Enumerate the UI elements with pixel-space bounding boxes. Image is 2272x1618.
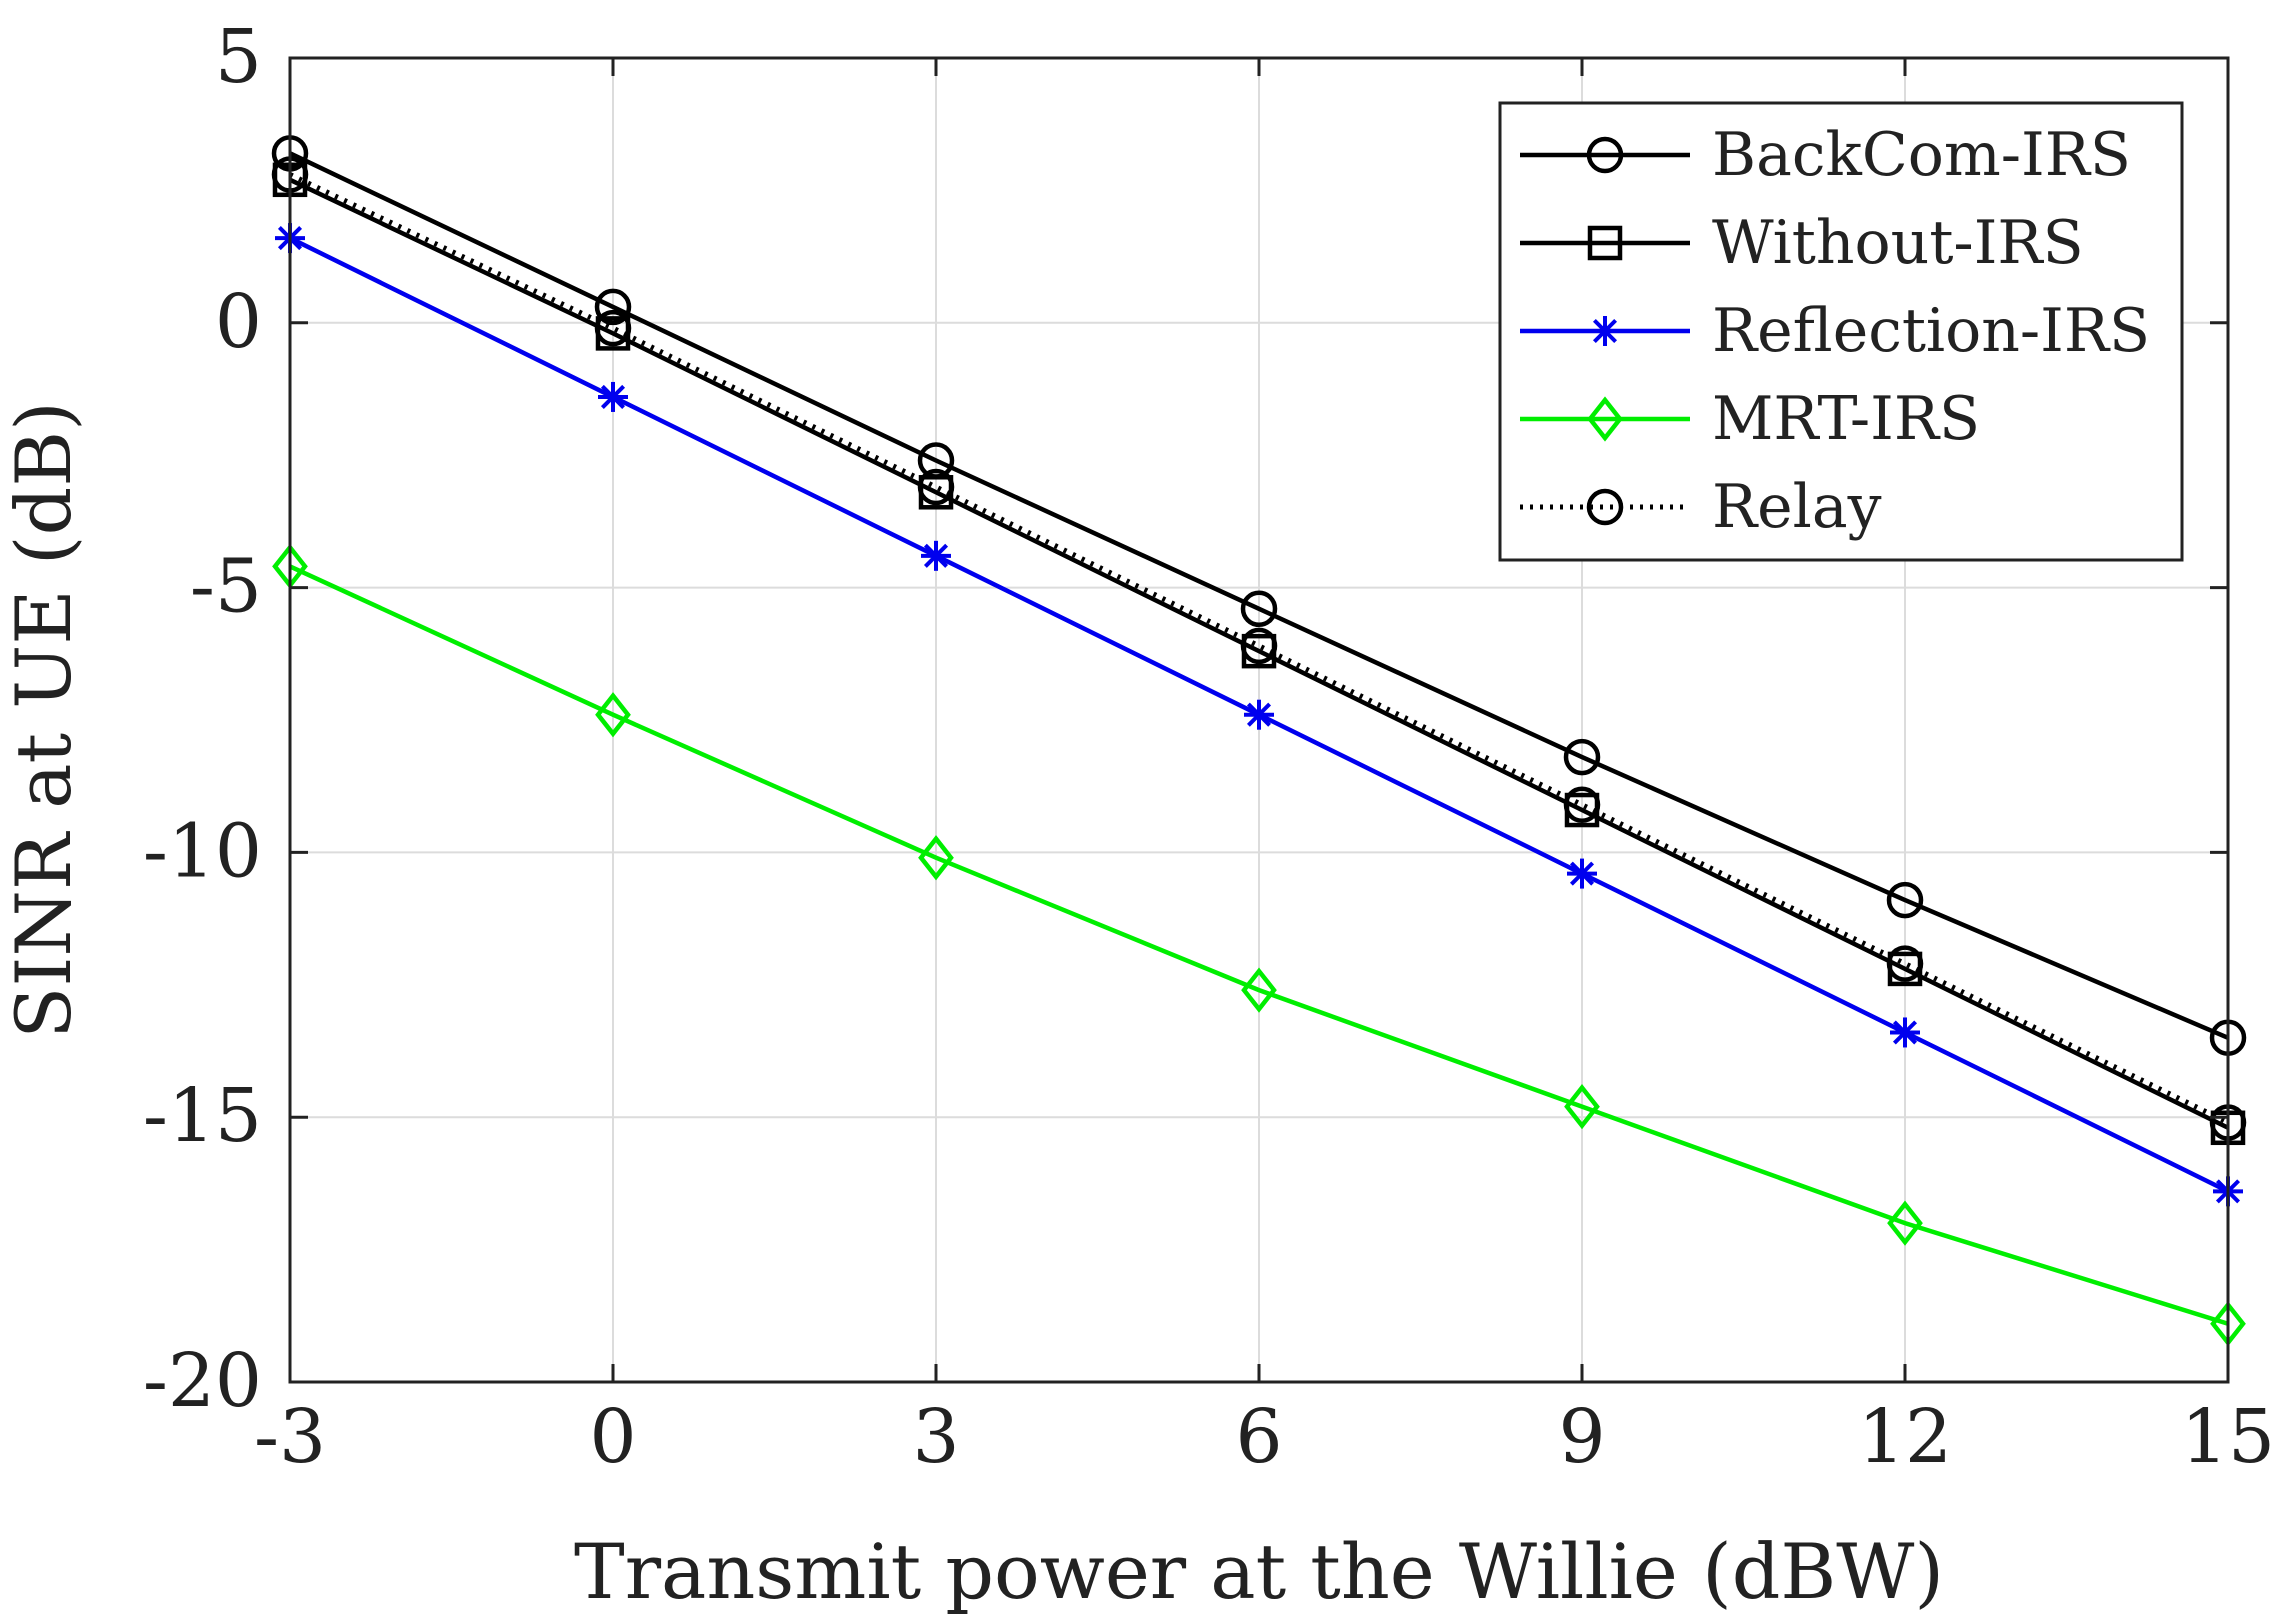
legend-marker-reflection-irs [1590,316,1620,346]
legend-item-relay: Relay [1520,472,1882,542]
legend-item-reflection-irs: Reflection-IRS [1520,296,2150,366]
asterisk-stroke [600,384,626,409]
y-tick-label: -15 [143,1073,262,1159]
x-tick-label: 6 [1235,1394,1282,1480]
data-point-relay [917,468,955,506]
legend-item-backcom-irs: BackCom-IRS [1520,120,2131,190]
data-point-backcom-irs [1886,881,1924,919]
x-tick-label: -3 [254,1394,326,1480]
series-line-without-irs [289,177,2229,1130]
x-tick-label: 15 [2181,1394,2272,1480]
legend-marker-relay [1586,488,1624,526]
series-backcom-irs [271,135,2247,1057]
legend-marker-mrt-irs [1587,396,1623,442]
legend-marker-without-irs [1587,225,1623,261]
y-axis-label: SINR at UE (dB) [0,401,88,1038]
data-point-relay [1240,627,1278,665]
data-point-mrt-irs [1564,1083,1600,1130]
y-tick-label: -20 [143,1338,262,1424]
legend-label-reflection-irs: Reflection-IRS [1712,296,2150,366]
data-point-relay [594,309,632,347]
legend-label-without-irs: Without-IRS [1712,208,2084,278]
asterisk-stroke [1246,702,1272,727]
asterisk-stroke [1592,318,1618,344]
data-point-backcom-irs [1563,738,1601,776]
legend-marker-backcom-irs [1586,136,1624,174]
data-point-reflection-irs [1567,858,1597,889]
x-tick-label: 0 [589,1394,636,1480]
axis-ticks: -3 0 3 6 9 12 15 5 0 -5 -10 -15 -20 [143,14,2272,1480]
x-tick-label: 3 [912,1394,959,1480]
asterisk-stroke [1892,1020,1918,1045]
x-tick-label: 12 [1858,1394,1952,1480]
data-point-mrt-irs [1887,1200,1923,1246]
asterisk-stroke [1569,861,1595,886]
data-point-relay [1563,786,1601,823]
asterisk-stroke [923,543,949,568]
data-point-mrt-irs [918,835,954,881]
y-tick-label: 5 [215,14,262,100]
data-point-reflection-irs [598,381,628,412]
data-point-reflection-irs [921,540,951,571]
legend-label-relay: Relay [1712,472,1882,542]
x-axis-label: Transmit power at the Willie (dBW) [574,1527,1944,1616]
legend-label-mrt-irs: MRT-IRS [1712,384,1980,454]
y-tick-label: 0 [215,279,262,365]
legend: BackCom-IRS Without-IRS Reflection-IRS MRT-… [1498,101,2184,562]
series-line-backcom-irs [289,151,2229,1040]
x-tick-label: 9 [1558,1394,1605,1480]
data-point-reflection-irs [1244,699,1274,730]
data-point-mrt-irs [1241,967,1277,1013]
data-point-relay [1886,945,1924,982]
data-point-mrt-irs [595,692,631,738]
data-point-backcom-irs [1240,590,1278,628]
legend-item-without-irs: Without-IRS [1520,208,2084,278]
y-tick-label: -5 [190,544,262,630]
y-tick-label: -10 [143,808,262,894]
series-line-mrt-irs [289,564,2229,1326]
legend-label-backcom-irs: BackCom-IRS [1712,120,2131,190]
data-point-backcom-irs [594,288,632,326]
data-point-reflection-irs [1890,1017,1920,1048]
legend-item-mrt-irs: MRT-IRS [1520,384,1980,454]
data-point-backcom-irs [917,442,955,479]
